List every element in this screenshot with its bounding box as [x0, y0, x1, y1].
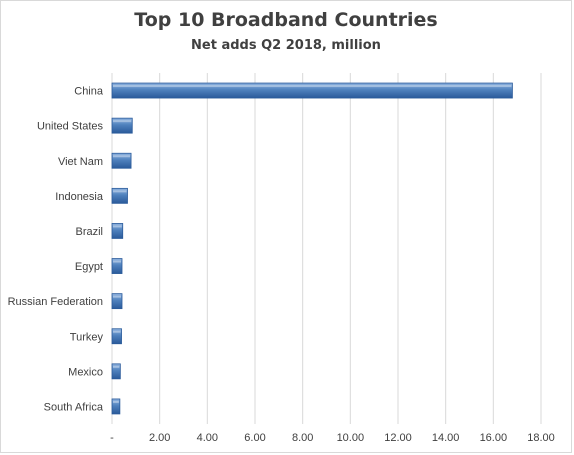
- category-label: Egypt: [75, 261, 103, 273]
- x-tick-label: 18.00: [527, 432, 555, 444]
- bar-highlight: [113, 330, 121, 333]
- category-labels: China United States Viet Nam Indonesia Brazi…: [8, 86, 104, 414]
- x-tick-label: -: [110, 432, 114, 444]
- bar: [111, 398, 121, 415]
- x-tick-label: 14.00: [432, 432, 460, 444]
- bar: [111, 82, 513, 99]
- category-label: China: [74, 86, 104, 98]
- bar-highlight: [113, 155, 131, 158]
- bar-highlight: [113, 260, 122, 263]
- bar-highlight: [113, 225, 122, 228]
- bar-highlight: [113, 400, 119, 403]
- chart-subtitle: Net adds Q2 2018, million: [191, 38, 381, 53]
- x-tick-label: 6.00: [244, 432, 265, 444]
- x-axis-tick-labels: - 2.00 4.00 6.00 8.00 10.00 12.00 14.00 16.00 18.…: [110, 432, 555, 444]
- bar: [111, 117, 133, 134]
- x-tick-label: 2.00: [149, 432, 170, 444]
- x-tick-label: 10.00: [337, 432, 365, 444]
- bar: [111, 328, 122, 345]
- grid-lines: [111, 73, 542, 424]
- bars: [111, 82, 513, 415]
- bar: [111, 223, 124, 239]
- x-tick-label: 4.00: [197, 432, 218, 444]
- bar: [111, 152, 132, 169]
- bar-highlight: [113, 365, 120, 368]
- bar: [111, 293, 123, 310]
- category-label: Russian Federation: [8, 296, 103, 308]
- category-label: South Africa: [44, 401, 104, 413]
- category-label: Turkey: [70, 331, 104, 343]
- bar: [111, 187, 128, 204]
- x-tick-label: 8.00: [292, 432, 313, 444]
- category-label: United States: [37, 121, 104, 133]
- bar-highlight: [113, 295, 122, 298]
- bar-highlight: [113, 85, 512, 88]
- category-label: Viet Nam: [58, 156, 103, 168]
- category-label: Mexico: [68, 366, 103, 378]
- x-tick-label: 16.00: [480, 432, 508, 444]
- bar-highlight: [113, 120, 132, 123]
- category-label: Brazil: [75, 226, 103, 238]
- bar: [111, 363, 121, 380]
- bar: [111, 258, 123, 274]
- bar-highlight: [113, 190, 127, 193]
- x-tick-label: 12.00: [384, 432, 412, 444]
- category-label: Indonesia: [55, 191, 104, 203]
- chart-title: Top 10 Broadband Countries: [134, 9, 438, 31]
